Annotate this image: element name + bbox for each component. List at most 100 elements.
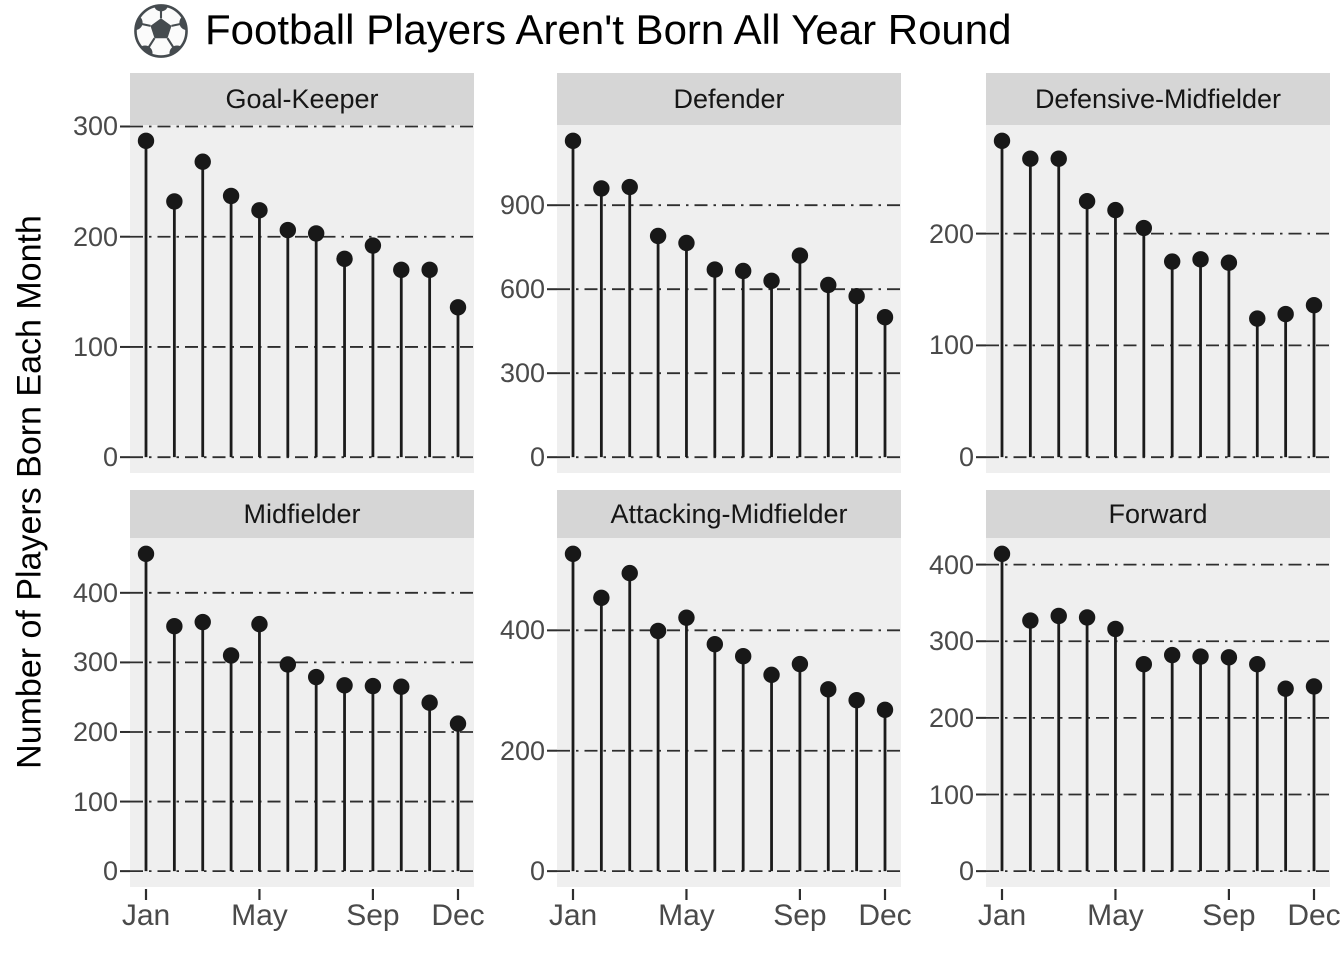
lollipop-dot — [393, 261, 410, 278]
facet-panel — [976, 538, 1330, 900]
lollipop-dot — [1192, 648, 1209, 665]
y-tick-label: 0 — [958, 442, 974, 473]
lollipop-dot — [1078, 609, 1096, 626]
lollipop-dot — [421, 261, 438, 278]
y-tick-label: 100 — [928, 779, 974, 810]
lollipop-dot — [364, 237, 382, 254]
lollipop-dot — [1050, 607, 1067, 625]
lollipop-dot — [1107, 201, 1124, 219]
x-tick-label: Sep — [346, 899, 400, 932]
y-tick-label: 100 — [928, 330, 974, 361]
y-tick-label: 400 — [928, 549, 974, 580]
lollipop-dot — [307, 225, 325, 242]
lollipop-dot — [166, 618, 183, 635]
lollipop-dot — [137, 132, 155, 150]
facet-strip-title: Attacking-Midfielder — [557, 490, 901, 538]
y-tick-label: 100 — [72, 786, 118, 817]
lollipop-dot — [1163, 646, 1181, 664]
lollipop-dot — [763, 272, 780, 290]
lollipop-dot — [137, 545, 155, 563]
x-tick-label: Sep — [1202, 899, 1256, 932]
lollipop-dot — [993, 132, 1011, 150]
panel-background — [557, 538, 901, 887]
x-tick-label: May — [1087, 899, 1144, 932]
lollipop-dot — [251, 615, 268, 633]
y-tick-label: 200 — [72, 221, 118, 252]
x-tick-label: Jan — [121, 899, 171, 932]
panel-background — [130, 538, 474, 887]
lollipop-dot — [820, 276, 837, 294]
lollipop-dot — [564, 545, 582, 563]
y-tick-label: 300 — [928, 626, 974, 657]
facet-strip-title: Goal-Keeper — [130, 73, 474, 125]
lollipop-dot — [876, 701, 894, 718]
y-tick-label: 0 — [529, 856, 545, 887]
lollipop-dot — [993, 545, 1011, 563]
lollipop-dot — [791, 655, 809, 673]
lollipop-dot — [848, 691, 865, 709]
facet-strip-title: Defensive-Midfielder — [986, 73, 1330, 125]
facet-strip-title: Forward — [986, 490, 1330, 538]
lollipop-dot — [593, 180, 610, 197]
lollipop-dot — [876, 308, 894, 326]
y-tick-label: 600 — [499, 274, 545, 305]
facet-strip-title: Defender — [557, 73, 901, 125]
y-tick-label: 300 — [499, 358, 545, 389]
y-tick-label: 300 — [72, 111, 118, 142]
lollipop-dot — [279, 221, 297, 239]
y-tick-label: 0 — [102, 442, 118, 473]
lollipop-dot — [279, 656, 297, 673]
lollipop-dot — [1192, 251, 1209, 268]
lollipop-dot — [593, 589, 610, 607]
panel-background — [986, 125, 1330, 473]
lollipop-dot — [421, 694, 438, 711]
lollipop-dot — [166, 193, 183, 210]
lollipop-dot — [1107, 620, 1124, 638]
lollipop-dot — [1220, 254, 1238, 271]
lollipop-dot — [791, 247, 809, 264]
y-tick-label: 200 — [499, 735, 545, 766]
lollipop-dot — [194, 153, 211, 170]
facet-strip-title: Midfielder — [130, 490, 474, 538]
lollipop-dot — [734, 262, 752, 280]
lollipop-dot — [734, 648, 752, 665]
x-tick-label: May — [658, 899, 715, 932]
lollipop-dot — [706, 635, 724, 653]
lollipop-dot — [393, 678, 410, 695]
x-tick-label: May — [231, 899, 288, 932]
facet-panel — [976, 125, 1330, 473]
lollipop-dot — [1220, 649, 1238, 666]
lollipop-dot — [1305, 296, 1323, 314]
soccer-ball-icon — [134, 4, 188, 58]
lollipop-dot — [706, 261, 724, 278]
facet-panel — [120, 125, 474, 473]
lollipop-dot — [621, 178, 638, 196]
y-tick-label: 900 — [499, 190, 545, 221]
lollipop-dot — [1022, 150, 1039, 167]
x-tick-label: Dec — [858, 899, 912, 932]
facet-panel — [120, 538, 474, 900]
facet-panel — [547, 125, 901, 473]
facet-panel — [547, 538, 901, 900]
y-tick-label: 400 — [499, 615, 545, 646]
lollipop-dot — [194, 613, 211, 631]
y-axis-label: Number of Players Born Each Month — [10, 215, 49, 769]
x-tick-label: Jan — [977, 899, 1027, 932]
lollipop-dot — [1277, 305, 1294, 323]
lollipop-dot — [1249, 310, 1266, 327]
lollipop-dot — [1050, 150, 1067, 167]
lollipop-dot — [1135, 656, 1153, 673]
lollipop-dot — [564, 132, 582, 150]
y-tick-label: 0 — [529, 442, 545, 473]
y-tick-label: 200 — [72, 716, 118, 747]
x-tick-label: Dec — [431, 899, 485, 932]
y-tick-label: 0 — [958, 856, 974, 887]
lollipop-dot — [449, 715, 467, 732]
lollipop-dot — [1277, 680, 1294, 697]
lollipop-dot — [820, 681, 837, 698]
lollipop-dot — [251, 202, 268, 219]
lollipop-dot — [364, 677, 382, 695]
lollipop-dot — [649, 622, 667, 640]
lollipop-dot — [307, 668, 325, 686]
y-tick-label: 200 — [928, 702, 974, 733]
